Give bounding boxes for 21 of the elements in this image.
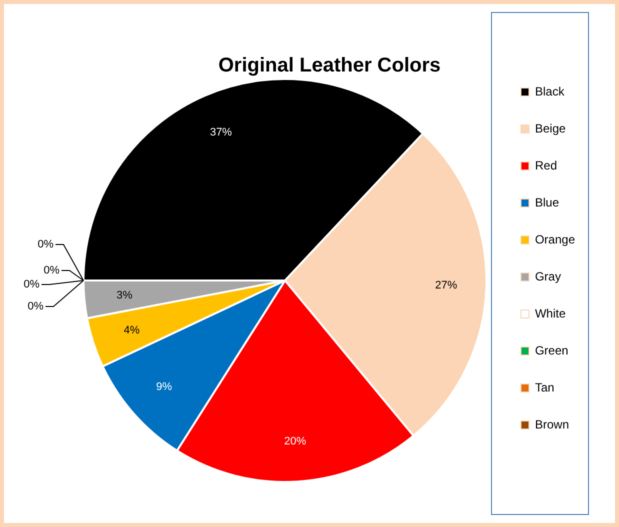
- data-label: 3%: [116, 290, 133, 302]
- legend-label: White: [534, 306, 566, 320]
- text: 0%: [24, 278, 40, 291]
- legend-label: Gray: [534, 269, 561, 284]
- data-label: 27%: [435, 280, 458, 292]
- data-label: 37%: [210, 126, 232, 139]
- text: 0%: [28, 300, 44, 313]
- legend-label: Black: [534, 84, 566, 98]
- text: 0%: [38, 238, 54, 251]
- text: Original Leather Colors: [218, 54, 441, 77]
- data-label: 4%: [124, 324, 140, 336]
- data-label: 9%: [156, 381, 172, 394]
- data-label: 20%: [284, 435, 306, 448]
- legend-label: Orange: [534, 232, 576, 246]
- legend-label: Brown: [534, 417, 569, 432]
- legend-label: Green: [534, 343, 568, 358]
- legend-label: Tan: [534, 380, 554, 394]
- legend-label: Red: [534, 158, 557, 172]
- text: 0%: [44, 264, 60, 277]
- legend-label: Blue: [534, 195, 560, 210]
- legend-label: Beige: [534, 121, 566, 136]
